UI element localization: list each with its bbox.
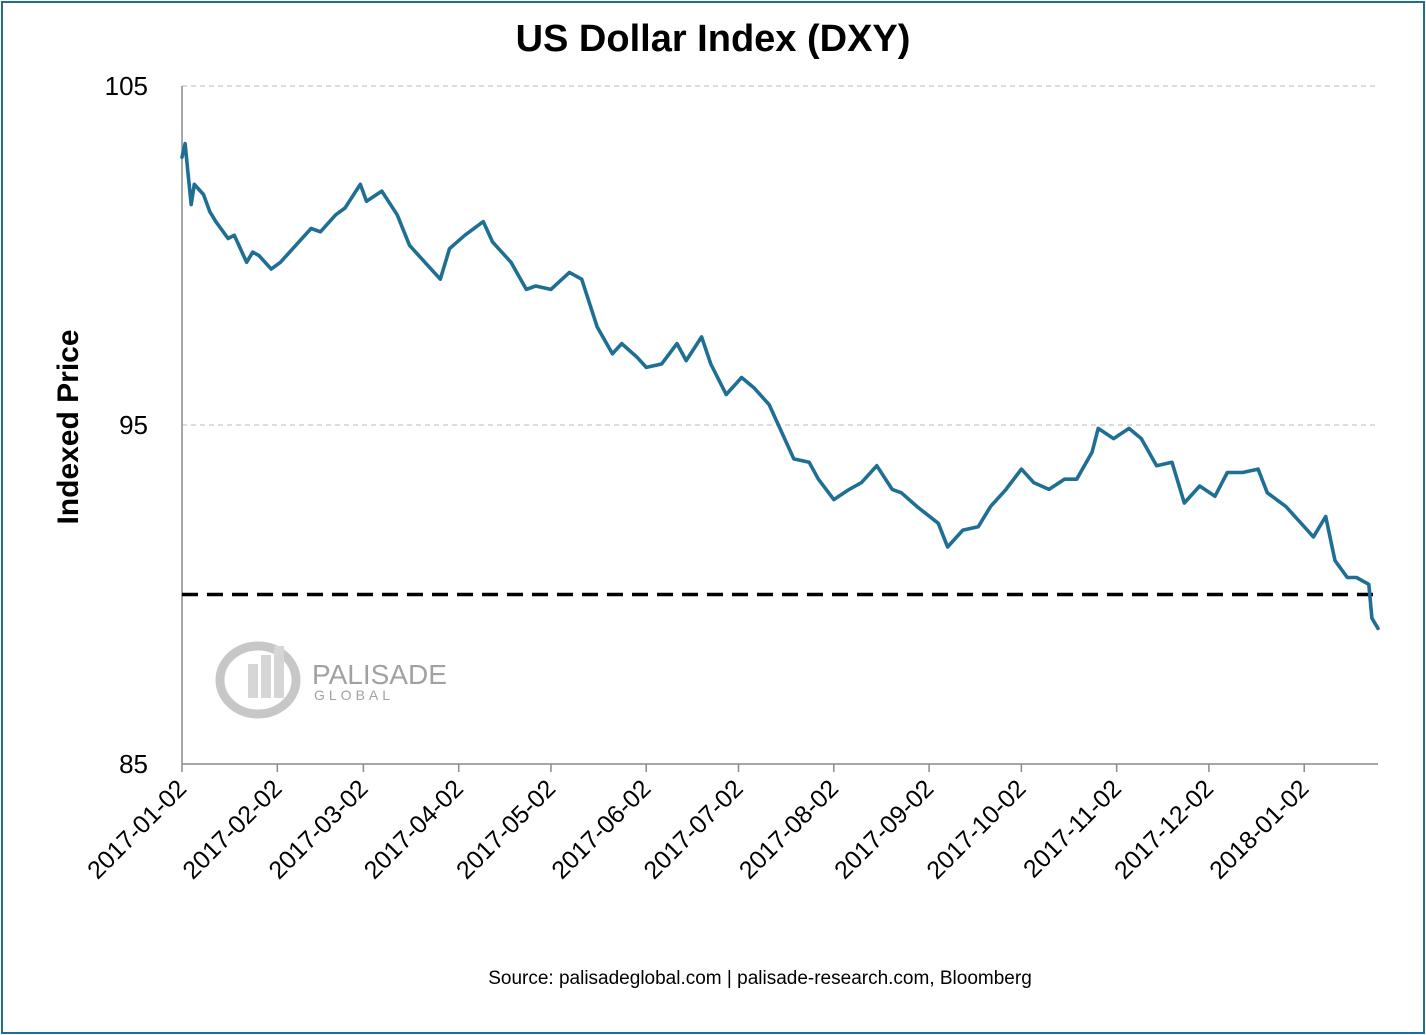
y-tick-label: 85 [119,749,148,779]
x-tick-label: 2017-07-02 [639,774,749,884]
source-note: Source: palisadeglobal.com | palisade-re… [488,968,1032,989]
x-tick-label: 2018-01-02 [1204,774,1314,884]
watermark-brand: PALISADE [312,659,447,690]
x-tick-label: 2017-12-02 [1109,774,1219,884]
series-line-dxy [180,141,1380,631]
axis-layer [181,86,1378,772]
chart-title: US Dollar Index (DXY) [515,18,911,60]
y-tick-label: 105 [105,71,148,101]
x-tick-label: 2017-09-02 [829,774,939,884]
grid-layer [182,85,1378,426]
x-tick-label: 2017-01-02 [82,774,192,884]
series-layer [180,141,1380,631]
y-axis-title: Indexed Price [52,329,85,524]
x-tick-label: 2017-08-02 [734,774,844,884]
x-tick-label: 2017-05-02 [451,774,561,884]
palisade-logo-icon [215,641,301,719]
x-tick-label: 2017-04-02 [359,774,469,884]
x-tick-label: 2017-06-02 [546,774,656,884]
label-layer: 85951052017-01-022017-02-022017-03-02201… [52,71,1314,885]
x-tick-label: 2017-10-02 [921,774,1031,884]
watermark-sub: GLOBAL [314,687,394,703]
y-tick-label: 95 [119,410,148,440]
